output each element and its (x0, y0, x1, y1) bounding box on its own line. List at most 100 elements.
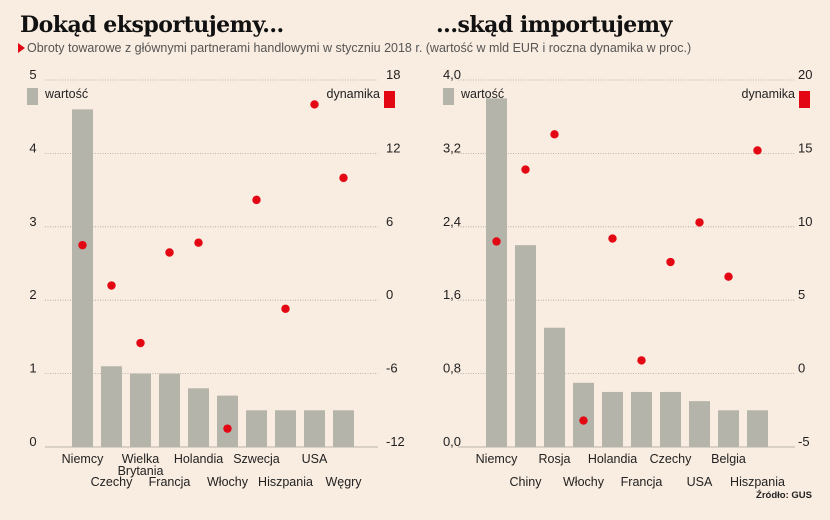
subtitle-text: Obroty towarowe z głównymi partnerami ha… (27, 41, 692, 55)
legend-dot-label: dynamika (327, 87, 381, 101)
right-tick-label: 20 (798, 67, 812, 82)
bar-7 (660, 391, 681, 447)
legend-bar-label: wartość (460, 87, 504, 101)
dynamika-point-2 (107, 281, 116, 290)
right-tick-label: 0 (798, 361, 805, 376)
category-label: Francja (149, 475, 191, 489)
category-label: Niemcy (476, 452, 518, 466)
right-tick-label: 15 (798, 140, 812, 155)
dynamika-point-10 (339, 173, 348, 183)
category-label: Hiszpania (258, 475, 313, 489)
bar-7 (246, 410, 267, 447)
dynamika-point-7 (666, 257, 675, 267)
dynamika-point-6 (637, 356, 646, 365)
bar-1 (72, 109, 93, 448)
bar-5 (188, 388, 209, 447)
category-label: Czechy (91, 475, 133, 489)
subtitle: Obroty towarowe z głównymi partnerami ha… (18, 41, 691, 55)
legend-dot-swatch (799, 91, 810, 108)
left-tick-label: 4 (29, 140, 36, 155)
right-tick-label: 18 (386, 67, 400, 82)
category-label: Chiny (510, 475, 543, 489)
left-tick-label: 0,0 (443, 434, 461, 449)
category-label: Francja (621, 475, 663, 489)
category-label: Węgry (325, 475, 362, 489)
bar-6 (631, 391, 652, 447)
left-tick-label: 0,8 (443, 361, 461, 376)
bar-3 (544, 327, 565, 447)
left-tick-label: 3 (29, 214, 36, 229)
category-label: Włochy (207, 475, 249, 489)
left-tick-label: 2,4 (443, 214, 461, 229)
source-note: Źródło: GUS (756, 490, 812, 501)
category-label: Belgia (711, 452, 746, 466)
dynamika-point-2 (521, 165, 530, 174)
legend-dot-swatch (384, 91, 395, 108)
dynamika-point-4 (579, 416, 588, 425)
right-tick-label: 10 (798, 214, 812, 229)
bar-5 (602, 391, 623, 447)
chart-title-export: Dokąd eksportujemy... (20, 12, 284, 38)
chart-title-import: ...skąd importujemy (436, 12, 672, 38)
category-label: Niemcy (62, 452, 104, 466)
chart-import: 0,0 0,8 1,6 2,4 3,2 4,0 -5 0 5 10 15 20 wartość dynam… (443, 67, 813, 489)
bar-4 (573, 382, 594, 447)
left-tick-label: 4,0 (443, 67, 461, 82)
dynamika-point-10 (753, 146, 762, 155)
dynamika-point-9 (724, 272, 733, 281)
bar-6 (217, 395, 238, 447)
left-tick-label: 3,2 (443, 140, 461, 155)
category-label: Hiszpania (730, 475, 785, 489)
legend-bar-swatch (443, 88, 454, 105)
legend-bar-swatch (27, 88, 38, 105)
dynamika-point-3 (550, 130, 559, 139)
left-tick-label: 1 (29, 361, 36, 376)
bar-9 (718, 410, 739, 447)
right-tick-label: -6 (386, 361, 398, 376)
bar-1 (486, 98, 507, 447)
dynamika-point-9 (310, 100, 319, 109)
category-label: USA (687, 475, 713, 489)
category-label: Szwecja (233, 452, 280, 466)
category-label: USA (302, 452, 328, 466)
dynamika-point-5 (608, 234, 617, 243)
bar-8 (275, 410, 296, 447)
dynamika-point-1 (78, 240, 87, 250)
category-label: Wielka (122, 452, 160, 466)
category-label: Włochy (563, 475, 605, 489)
dynamika-point-5 (194, 238, 203, 247)
bar-10 (747, 410, 768, 447)
left-tick-label: 2 (29, 287, 36, 302)
right-tick-label: 0 (386, 287, 393, 302)
dynamika-point-7 (252, 195, 261, 205)
legend-dot-label: dynamika (742, 87, 796, 101)
legend-bar-label: wartość (44, 87, 88, 101)
bar-8 (689, 401, 710, 447)
left-tick-label: 0 (29, 434, 36, 449)
bar-2 (101, 366, 122, 447)
category-label: Holandia (588, 452, 637, 466)
dynamika-point-4 (165, 248, 174, 257)
bar-10 (333, 410, 354, 447)
dynamika-point-3 (136, 338, 145, 348)
category-label: Holandia (174, 452, 223, 466)
right-tick-label: -12 (386, 434, 405, 449)
right-tick-label: 6 (386, 214, 393, 229)
right-tick-label: 5 (798, 287, 805, 302)
category-label: Brytania (118, 464, 164, 478)
category-label: Rosja (539, 452, 571, 466)
dynamika-point-6 (223, 424, 232, 433)
dynamika-point-8 (281, 304, 290, 313)
right-tick-label: -5 (798, 434, 810, 449)
red-triangle-icon (18, 43, 25, 53)
bar-9 (304, 410, 325, 447)
right-tick-label: 12 (386, 140, 400, 155)
bar-4 (159, 373, 180, 447)
category-label: Czechy (650, 452, 692, 466)
bar-3 (130, 373, 151, 447)
bar-2 (515, 245, 536, 447)
dynamika-point-1 (492, 237, 501, 246)
left-tick-label: 1,6 (443, 287, 461, 302)
